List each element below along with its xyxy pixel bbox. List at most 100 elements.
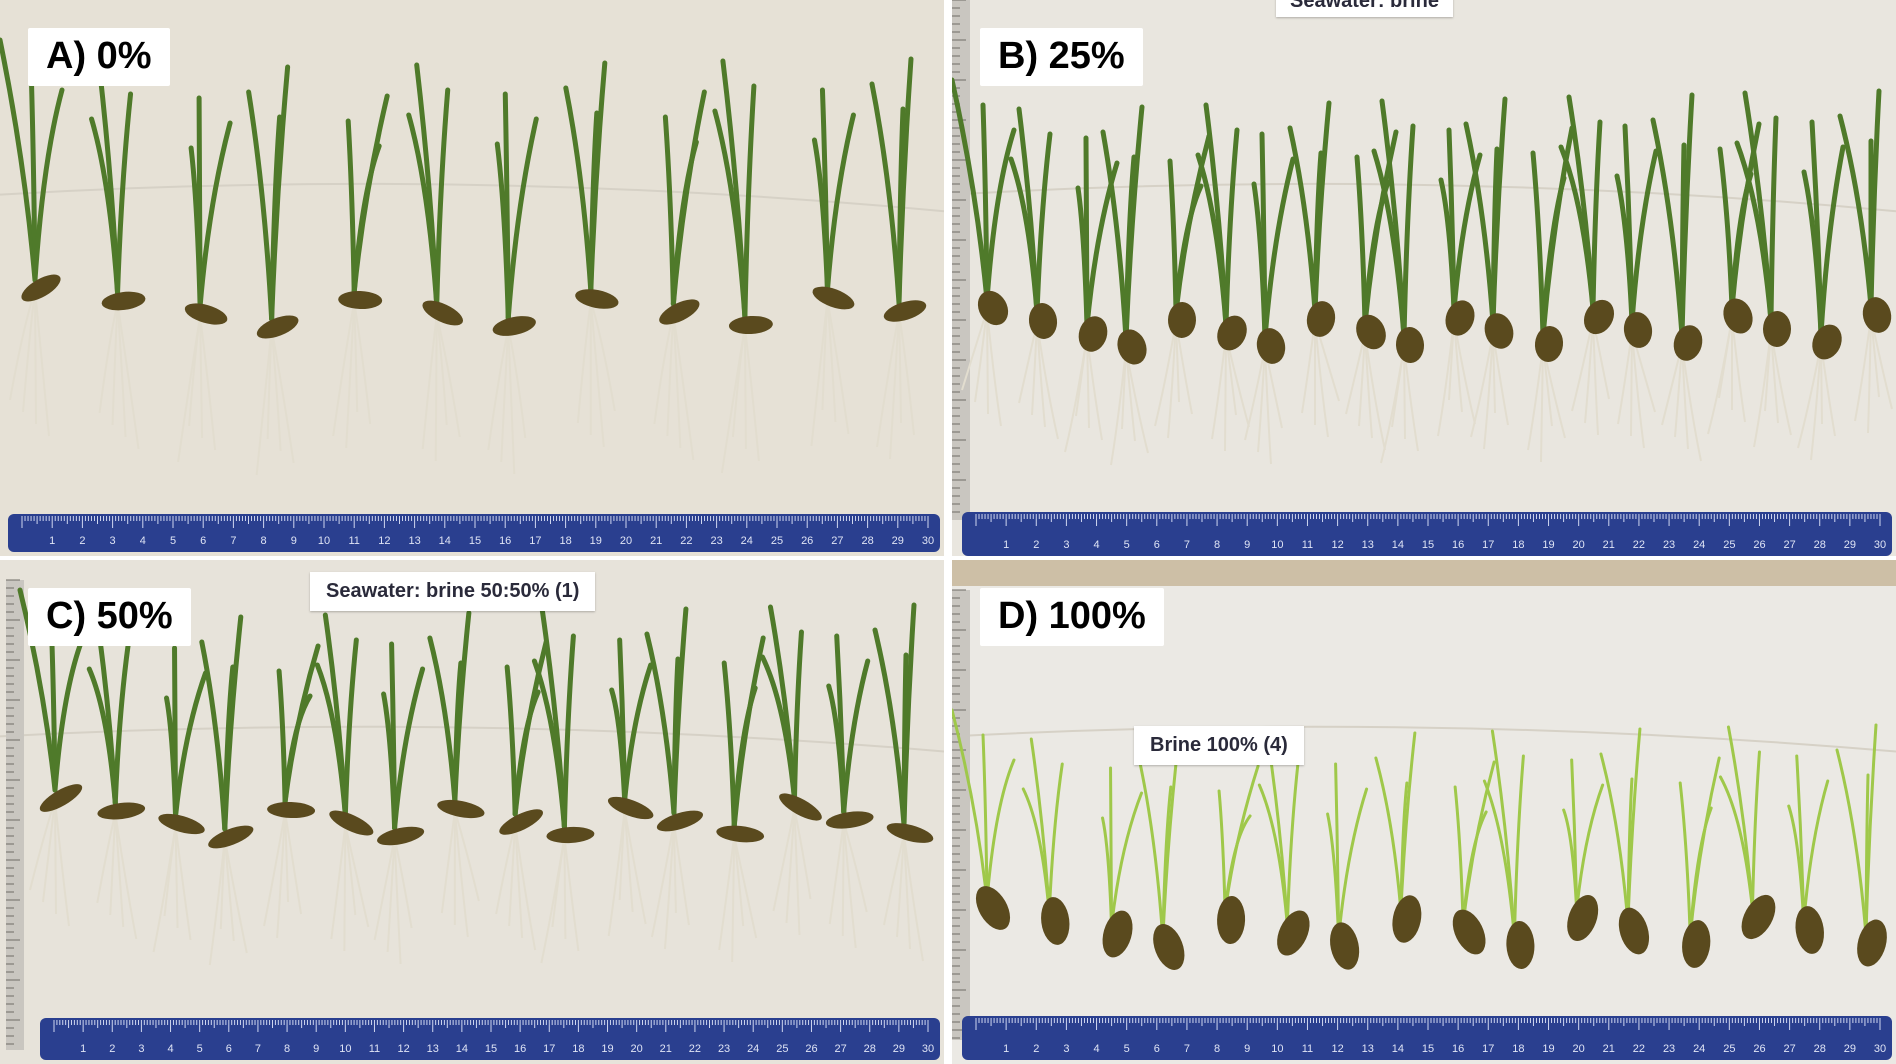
panel-b-label: B) 25%	[980, 28, 1143, 86]
ruler-number: 2	[79, 535, 85, 547]
ruler-number: 1	[49, 535, 55, 547]
seedling	[246, 64, 299, 476]
panel-d-sample-tag: Brine 100% (4)	[1134, 726, 1304, 765]
ruler-number: 11	[1302, 1043, 1313, 1055]
ruler-number: 30	[922, 1043, 934, 1055]
ruler-number: 25	[1723, 1043, 1735, 1055]
seedling	[952, 77, 1017, 427]
ruler-number: 7	[1184, 1043, 1190, 1055]
seedling	[1287, 100, 1340, 438]
ruler-number: 4	[1093, 1043, 1099, 1055]
ruler-number: 28	[1814, 1043, 1826, 1055]
ruler-number: 11	[348, 535, 359, 547]
ruler-number: 5	[1124, 1043, 1130, 1055]
seedling	[1650, 92, 1703, 462]
seedling	[373, 641, 426, 965]
measuring-ruler: 1 2 3 4 5 6 7 8 9 10 11 12 13 14 15 16 17 18 19 20 21 22 23 24 2…	[962, 512, 1892, 556]
ruler-number: 19	[590, 535, 602, 547]
ruler-number: 10	[318, 535, 330, 547]
ruler-number: 7	[255, 1043, 261, 1055]
ruler-number: 13	[427, 1043, 439, 1055]
ruler-number: 10	[1271, 539, 1283, 551]
ruler-number: 8	[284, 1043, 290, 1055]
seedling	[869, 56, 927, 460]
seedling	[1614, 123, 1659, 449]
ruler-number: 15	[485, 1043, 497, 1055]
seedling	[1707, 121, 1762, 435]
panel-b-photo: 1 2 3 4 5 6 7 8 9 10 11 12 13 14 15 16 17 18 19 20 21 22 23 24 2…	[952, 0, 1896, 556]
ruler-number: 16	[514, 1043, 526, 1055]
ruler-number: 27	[1783, 539, 1795, 551]
ruler-number: 2	[109, 1043, 115, 1055]
ruler-number: 19	[1542, 1043, 1554, 1055]
seedling	[1101, 766, 1144, 958]
seedling	[495, 639, 549, 951]
seedling	[17, 587, 85, 927]
ruler-number: 8	[261, 535, 267, 547]
ruler-number: 20	[620, 535, 632, 547]
ruler-number: 16	[1452, 1043, 1464, 1055]
ruler-number: 2	[1033, 539, 1039, 551]
ruler-number: 28	[864, 1043, 876, 1055]
ruler-number: 5	[170, 535, 176, 547]
ruler-number: 18	[559, 535, 571, 547]
ruler-number: 22	[1633, 1043, 1645, 1055]
ruler-number: 11	[369, 1043, 380, 1055]
ruler-number: 26	[801, 535, 813, 547]
seedling	[1787, 754, 1830, 954]
seedling	[1452, 760, 1496, 955]
ruler-number: 24	[741, 535, 753, 547]
seedling	[712, 58, 773, 474]
ruler-number: 25	[771, 535, 783, 547]
seedling	[1008, 106, 1059, 440]
ruler-number: 8	[1214, 1043, 1220, 1055]
ruler-number: 9	[291, 535, 297, 547]
ruler-number: 24	[747, 1043, 759, 1055]
ruler-number: 12	[1331, 539, 1343, 551]
measuring-ruler: 1 2 3 4 5 6 7 8 9 10 11 12 13 14 15 16 17 18 19 20 21 22 23 24 2…	[962, 1016, 1892, 1060]
ruler-number: 17	[1482, 1043, 1494, 1055]
ruler-number: 9	[1244, 1043, 1250, 1055]
panel-d: 1 2 3 4 5 6 7 8 9 10 11 12 13 14 15 16 17 18 19 20 21 22 23 24 2…	[952, 560, 1896, 1064]
seedling	[1482, 729, 1535, 969]
vertical-ruler	[6, 579, 24, 1050]
seedling	[1463, 96, 1514, 450]
ruler-number: 12	[378, 535, 390, 547]
seedling	[152, 645, 209, 953]
seedling	[1835, 723, 1887, 967]
ruler-number: 5	[197, 1043, 203, 1055]
seedling	[427, 610, 485, 938]
seedling	[1599, 727, 1650, 955]
ruler-number: 3	[1063, 539, 1069, 551]
ruler-number: 27	[1783, 1043, 1795, 1055]
measuring-ruler: 1 2 3 4 5 6 7 8 9 10 11 12 13 14 15 16 17 18 19 20 21 22 23 24 2…	[8, 514, 940, 552]
seedling	[487, 91, 539, 475]
ruler-number: 14	[439, 535, 451, 547]
ruler-number: 18	[1512, 539, 1524, 551]
ruler-number: 17	[1482, 539, 1494, 551]
ruler-number: 25	[776, 1043, 788, 1055]
seedling	[1064, 135, 1120, 453]
ruler-number: 26	[805, 1043, 817, 1055]
ruler-number: 10	[1271, 1043, 1283, 1055]
seedling	[1734, 90, 1792, 448]
seedling	[607, 637, 654, 937]
ruler-number: 25	[1723, 539, 1735, 551]
ruler-number: 14	[1392, 1043, 1404, 1055]
seedling	[177, 95, 233, 463]
ruler-number: 9	[313, 1043, 319, 1055]
seedling	[1100, 104, 1149, 466]
panel-a-label: A) 0%	[28, 28, 170, 86]
seedling	[1562, 758, 1605, 942]
panel-a-photo: 1 2 3 4 5 6 7 8 9 10 11 12 13 14 15 16 17 18 19 20 21 22 23 24 2…	[0, 0, 944, 556]
ruler-number: 29	[1844, 539, 1856, 551]
seedling	[1244, 131, 1296, 465]
ruler-number: 21	[1603, 1043, 1615, 1055]
ruler-number: 21	[1603, 539, 1615, 551]
ruler-number: 2	[1033, 1043, 1039, 1055]
panel-d-photo: 1 2 3 4 5 6 7 8 9 10 11 12 13 14 15 16 17 18 19 20 21 22 23 24 2…	[952, 560, 1896, 1064]
ruler-number: 28	[861, 535, 873, 547]
panel-b: 1 2 3 4 5 6 7 8 9 10 11 12 13 14 15 16 17 18 19 20 21 22 23 24 2…	[952, 0, 1896, 556]
seedling	[1021, 737, 1070, 945]
seedling	[332, 93, 390, 449]
